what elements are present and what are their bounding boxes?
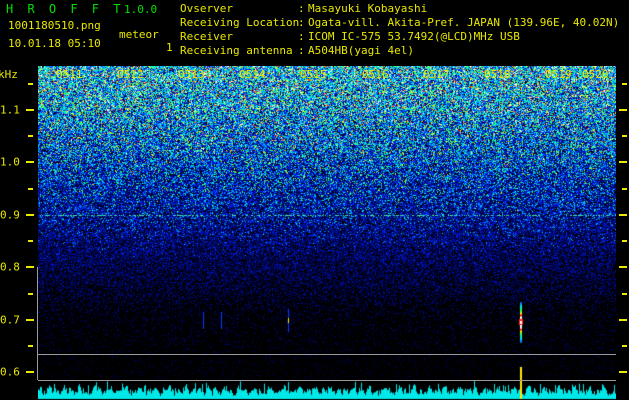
app-name: H R O F F T <box>6 2 124 16</box>
x-tick-label-0517: 0517 <box>423 68 450 81</box>
spectrogram-panel: kHz 1.1 1.0 0.9 0.8 0.7 0.6 0511 0512 0513 0514 0… <box>0 66 629 400</box>
y-tick-mark-major <box>26 109 34 112</box>
app-version: 1.0.0 <box>123 3 158 16</box>
observer-colon: : <box>298 2 305 15</box>
y-tick-mark-major-right <box>619 161 627 164</box>
y-axis-label: kHz <box>0 68 18 81</box>
x-tick-label-0518: 0518 <box>484 68 511 81</box>
meteor-count-value: 1 <box>166 41 173 54</box>
observer-key: Ovserver <box>180 2 233 15</box>
observer-value: Masayuki Kobayashi <box>308 2 428 15</box>
y-tick-label-0-9: 0.9 <box>0 208 20 222</box>
receiver-colon: : <box>298 30 305 43</box>
x-tick-label-0514: 0514 <box>239 68 266 81</box>
receiver-value: ICOM IC-575 53.7492(@LCD)MHz USB <box>308 30 520 43</box>
y-tick-mark-minor <box>28 240 33 243</box>
y-tick-mark-major <box>26 213 34 216</box>
y-tick-label-1-0: 1.0 <box>0 155 20 169</box>
antenna-key: Receiving antenna <box>180 44 293 57</box>
y-tick-mark-minor <box>28 344 33 347</box>
app-title: H R O F F T1.0.0 <box>6 2 157 16</box>
x-tick-label-0519: 0519 <box>545 68 572 81</box>
x-tick-label-0512: 0512 <box>117 68 144 81</box>
meteor-count-label: meteor <box>119 28 159 41</box>
metadata-row-antenna: Receiving antenna : A504HB(yagi 4el) <box>180 44 625 58</box>
y-tick-label-0-7: 0.7 <box>0 313 20 327</box>
y-axis-line <box>37 267 38 380</box>
y-tick-mark-major <box>26 318 34 321</box>
receiver-key: Receiver <box>180 30 233 43</box>
y-tick-mark-major-right <box>619 266 627 269</box>
antenna-colon: : <box>298 44 305 57</box>
y-tick-mark-minor-right <box>622 344 627 347</box>
y-tick-mark-minor <box>28 187 33 190</box>
x-tick-label-0516: 0516 <box>362 68 389 81</box>
y-tick-mark-major <box>26 371 34 374</box>
y-tick-mark-major <box>26 266 34 269</box>
amplitude-baseline <box>38 380 616 381</box>
x-tick-label-0515: 0515 <box>300 68 327 81</box>
spectrogram-canvas <box>38 66 616 400</box>
y-tick-mark-major <box>26 161 34 164</box>
y-tick-mark-minor-right <box>622 292 627 295</box>
header-panel: H R O F F T1.0.0 1001180510.png 10.01.18… <box>0 0 629 66</box>
y-tick-mark-major-right <box>619 213 627 216</box>
y-tick-mark-minor <box>28 82 33 85</box>
y-tick-mark-major-right <box>619 109 627 112</box>
y-tick-mark-minor <box>28 135 33 138</box>
y-tick-mark-minor-right <box>622 82 627 85</box>
metadata-table: Ovserver : Masayuki Kobayashi Receiving … <box>180 2 625 58</box>
grid-line-0 <box>38 354 616 355</box>
y-tick-mark-major-right <box>619 371 627 374</box>
file-name-label: 1001180510.png <box>8 19 101 32</box>
spectrogram-image <box>38 66 616 400</box>
y-tick-label-0-6: 0.6 <box>0 365 20 379</box>
y-tick-mark-minor-right <box>622 187 627 190</box>
antenna-value: A504HB(yagi 4el) <box>308 44 414 57</box>
location-colon: : <box>298 16 305 29</box>
y-tick-label-0-8: 0.8 <box>0 260 20 274</box>
date-time-label: 10.01.18 05:10 <box>8 37 101 50</box>
y-tick-mark-minor <box>28 292 33 295</box>
location-value: Ogata-vill. Akita-Pref. JAPAN (139.96E, … <box>308 16 620 29</box>
x-tick-label-0511: 0511 <box>56 68 83 81</box>
x-tick-label-0520: 0520 <box>582 68 609 81</box>
metadata-row-observer: Ovserver : Masayuki Kobayashi <box>180 2 625 16</box>
location-key: Receiving Location <box>180 16 300 29</box>
metadata-row-location: Receiving Location : Ogata-vill. Akita-P… <box>180 16 625 30</box>
metadata-row-receiver: Receiver : ICOM IC-575 53.7492(@LCD)MHz … <box>180 30 625 44</box>
y-tick-mark-major-right <box>619 318 627 321</box>
y-tick-mark-minor-right <box>622 240 627 243</box>
x-tick-label-0513: 0513 <box>178 68 205 81</box>
y-tick-label-1-1: 1.1 <box>0 103 20 117</box>
y-tick-mark-minor-right <box>622 135 627 138</box>
